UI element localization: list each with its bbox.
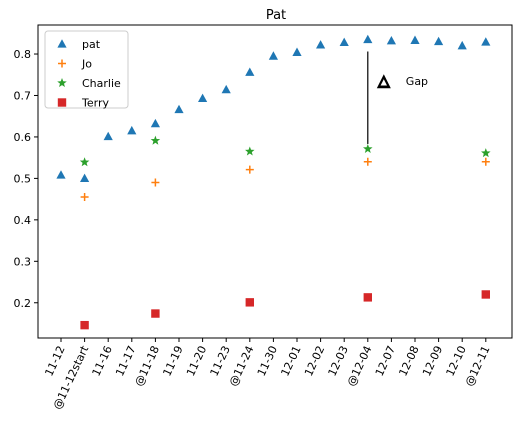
- point-charlie: [245, 146, 255, 156]
- x-tick-label: 12-07: [373, 344, 398, 378]
- point-pat: [174, 104, 184, 114]
- point-pat: [268, 51, 278, 60]
- x-tick-label: 12-01: [278, 344, 303, 378]
- x-tick-label: 11-12: [42, 344, 67, 378]
- point-jo: [151, 178, 160, 187]
- x-tick-label: 11-20: [184, 344, 209, 378]
- x-tick-label: 11-23: [208, 344, 233, 378]
- point-pat: [292, 47, 302, 56]
- y-tick-label: 0.7: [14, 89, 32, 102]
- point-pat: [221, 84, 231, 94]
- y-tick-label: 0.4: [14, 214, 32, 227]
- plot-frame: [37, 24, 513, 339]
- legend-label-pat: pat: [82, 38, 101, 51]
- y-tick-label: 0.3: [14, 255, 32, 268]
- point-jo: [481, 157, 490, 166]
- point-jo: [245, 165, 254, 174]
- point-terry: [80, 320, 89, 330]
- data-marks: [56, 34, 491, 330]
- point-terry: [481, 290, 490, 299]
- point-pat: [245, 67, 255, 76]
- legend: pat Jo Charlie Terry: [44, 30, 129, 110]
- legend-label-terry: Terry: [81, 97, 109, 110]
- y-tick-label: 0.2: [14, 297, 32, 310]
- point-pat: [481, 37, 491, 46]
- y-tick-label: 0.8: [14, 48, 32, 61]
- x-tick-label: 11-30: [255, 344, 280, 378]
- x-axis: 11-12@11-12start11-1611-17@11-1811-1911-…: [42, 338, 493, 411]
- point-pat: [434, 36, 444, 46]
- point-jo: [363, 157, 372, 166]
- legend-label-charlie: Charlie: [82, 77, 121, 90]
- legend-marker-charlie: [57, 78, 67, 88]
- point-pat: [339, 37, 349, 47]
- chart-title: Pat: [266, 8, 286, 23]
- x-tick-label: 11-17: [113, 344, 138, 378]
- point-charlie: [79, 157, 90, 167]
- point-charlie: [150, 135, 161, 145]
- point-charlie: [363, 143, 373, 153]
- point-pat: [457, 40, 467, 50]
- y-axis: 0.2 0.3 0.4 0.5 0.6 0.7 0.8: [14, 48, 38, 310]
- point-pat: [363, 34, 373, 44]
- gap-annotation-label: Gap: [406, 75, 428, 88]
- point-pat: [103, 131, 113, 141]
- y-tick-label: 0.5: [14, 172, 32, 185]
- x-tick-label: 12-08: [396, 344, 421, 378]
- point-terry: [151, 309, 160, 318]
- x-tick-label: 12-10: [444, 344, 469, 378]
- gap-annotation-icon-inner: [380, 79, 387, 86]
- legend-marker-pat: [57, 39, 67, 48]
- x-tick-label: 11-19: [160, 344, 185, 378]
- y-tick-label: 0.6: [14, 131, 32, 144]
- point-pat: [316, 40, 326, 49]
- point-terry: [363, 293, 372, 302]
- point-jo: [80, 193, 89, 202]
- point-pat: [56, 170, 66, 179]
- point-pat: [410, 35, 420, 44]
- x-tick-label: 12-02: [302, 344, 327, 378]
- x-tick-label: 11-16: [90, 344, 115, 378]
- legend-box: [44, 30, 129, 109]
- legend-marker-terry: [57, 98, 67, 107]
- point-pat: [386, 35, 396, 45]
- point-pat: [198, 93, 208, 102]
- x-tick-label: 12-03: [326, 344, 351, 378]
- point-charlie: [481, 148, 491, 158]
- point-terry: [245, 298, 254, 307]
- legend-marker-jo: [58, 59, 66, 68]
- legend-label-jo: Jo: [81, 58, 92, 71]
- x-tick-label: 12-09: [420, 344, 445, 378]
- point-pat: [150, 118, 160, 128]
- annotation-layer: Gap: [367, 51, 428, 144]
- point-pat: [80, 173, 90, 182]
- point-pat: [127, 125, 137, 135]
